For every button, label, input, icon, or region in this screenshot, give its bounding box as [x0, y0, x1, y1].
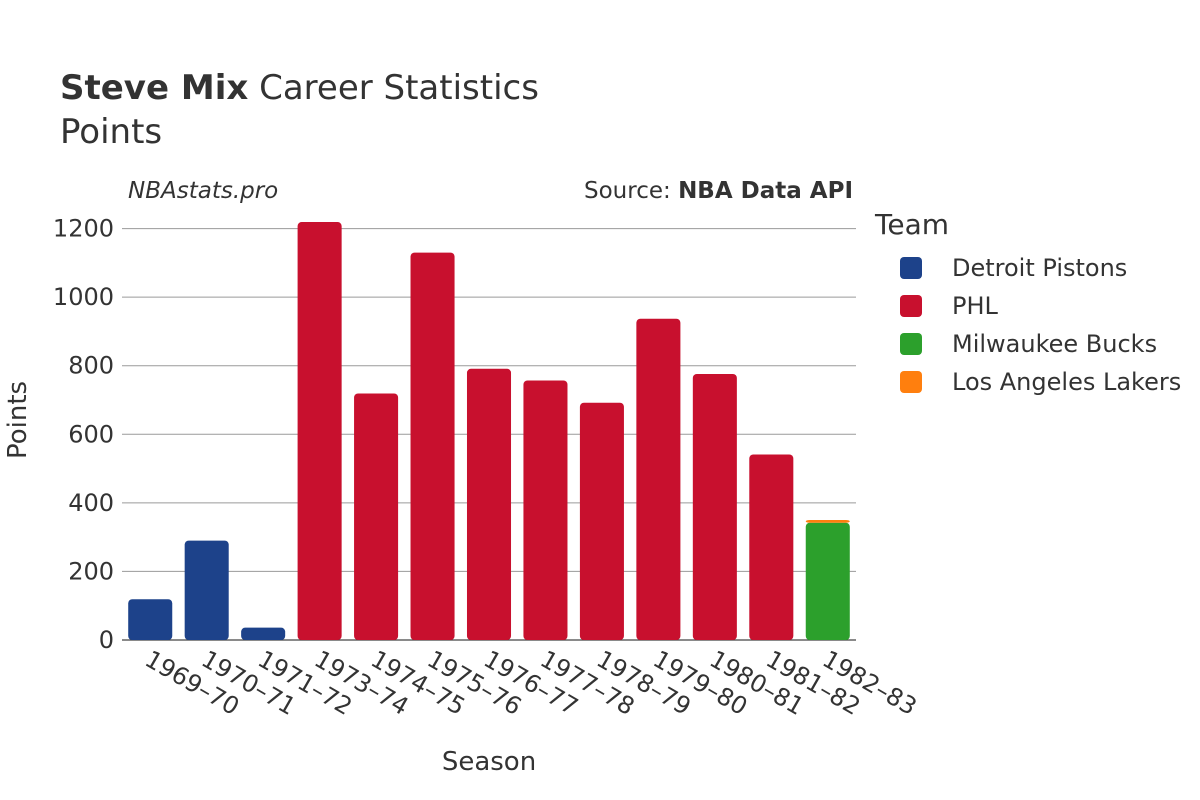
bar-detroit-pistons-1970–71[interactable]	[184, 540, 229, 640]
legend-label: Los Angeles Lakers	[952, 368, 1182, 396]
bar-phl-1981–82[interactable]	[749, 454, 794, 640]
legend-label: PHL	[952, 292, 998, 320]
legend-item[interactable]: Milwaukee Bucks	[875, 325, 1181, 363]
legend: Team Detroit Pistons PHL Milwaukee Bucks Lo…	[875, 208, 1181, 401]
legend-swatch	[900, 295, 922, 317]
bar-phl-1979–80[interactable]	[636, 318, 681, 640]
source-note: Source: NBA Data API	[584, 178, 853, 204]
legend-item[interactable]: PHL	[875, 287, 1181, 325]
legend-items: Detroit Pistons PHL Milwaukee Bucks Los Ang…	[875, 249, 1181, 401]
y-tick-label: 1200	[53, 215, 114, 243]
y-axis-ticks: 0 200 400 600 800 1000 1200	[53, 215, 114, 654]
bar-milwaukee-bucks-1982–83[interactable]	[805, 522, 850, 640]
y-tick-label: 800	[68, 352, 114, 380]
y-tick-label: 600	[68, 420, 114, 448]
bars	[128, 222, 850, 641]
chart-title: Steve Mix Career Statistics Points	[60, 66, 539, 154]
legend-label: Detroit Pistons	[952, 254, 1128, 282]
legend-swatch	[900, 333, 922, 355]
y-tick-label: 0	[99, 626, 114, 654]
bar-phl-1975–76[interactable]	[410, 252, 455, 641]
bar-detroit-pistons-1971–72[interactable]	[241, 627, 286, 640]
y-tick-label: 1000	[53, 283, 114, 311]
legend-label: Milwaukee Bucks	[952, 330, 1158, 358]
legend-swatch	[900, 257, 922, 279]
bar-phl-1978–79[interactable]	[579, 402, 624, 640]
bar-detroit-pistons-1969–70[interactable]	[128, 599, 173, 640]
legend-swatch	[900, 371, 922, 393]
bar-phl-1974–75[interactable]	[354, 393, 399, 640]
y-tick-label: 400	[68, 489, 114, 517]
bar-phl-1977–78[interactable]	[523, 380, 568, 640]
title-suffix: Career Statistics	[259, 68, 539, 108]
site-credit: NBAstats.pro	[128, 178, 279, 204]
source-prefix: Source:	[584, 178, 679, 204]
legend-title: Team	[875, 208, 950, 241]
y-axis-title: Points	[3, 381, 33, 459]
x-axis-title: Season	[442, 747, 536, 777]
bar-phl-1980–81[interactable]	[692, 373, 737, 640]
bar-phl-1973–74[interactable]	[297, 222, 342, 641]
bar-los-angeles-lakers-1982–83[interactable]	[805, 520, 850, 523]
legend-item[interactable]: Los Angeles Lakers	[875, 363, 1181, 401]
chart-subtitle: Points	[60, 112, 163, 152]
y-tick-label: 200	[68, 557, 114, 585]
bar-phl-1976–77[interactable]	[466, 368, 512, 640]
x-axis-ticks: 1969–701970–711971–721973–741974–751975–…	[140, 645, 921, 721]
legend-item[interactable]: Detroit Pistons	[875, 249, 1181, 287]
source-name: NBA Data API	[678, 178, 853, 204]
player-name: Steve Mix	[60, 68, 249, 108]
